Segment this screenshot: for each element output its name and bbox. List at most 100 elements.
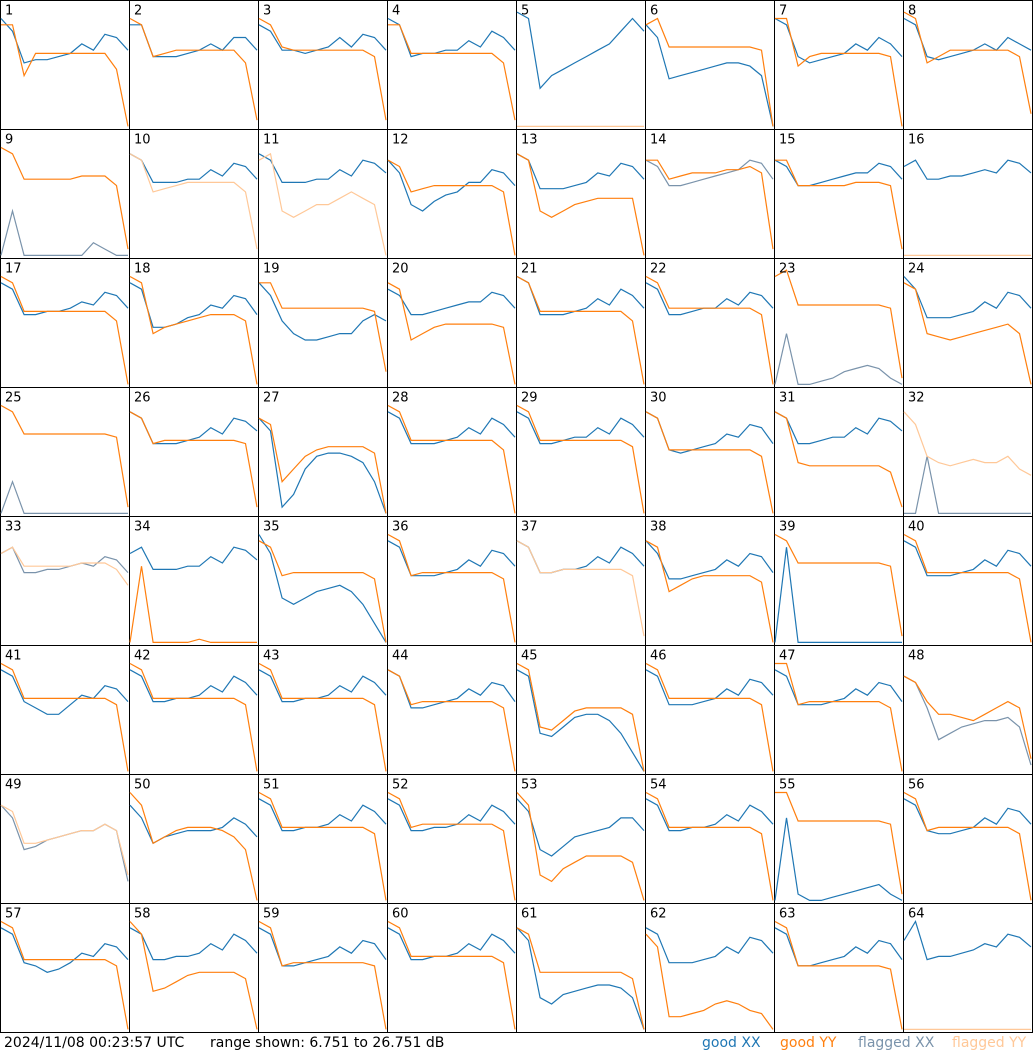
spectrum-line [903, 920, 1032, 961]
panel-label: 42 [134, 649, 151, 664]
panel-label: 36 [392, 520, 409, 535]
spectrum-line [258, 152, 387, 256]
panel-label: 52 [392, 778, 409, 793]
spectrum-line [387, 540, 516, 577]
spectrum-line [903, 533, 1032, 643]
panel-label: 21 [521, 262, 538, 277]
timestamp: 2024/11/08 00:23:57 UTC [4, 1035, 184, 1051]
spectrum-line [646, 159, 774, 250]
panel-label: 41 [5, 649, 22, 664]
spectrum-line [516, 792, 645, 901]
panel-label: 1 [5, 4, 13, 19]
spectrum-line [0, 146, 129, 250]
panel-label: 20 [392, 262, 409, 277]
spectrum-line [775, 791, 903, 895]
spectrum-line [129, 669, 258, 703]
panel-frame [903, 645, 1033, 775]
panel-frame [516, 903, 646, 1033]
panel-label: 3 [263, 4, 271, 19]
spectrum-line [129, 411, 258, 508]
panel-frame [516, 387, 646, 517]
panel-label: 22 [650, 262, 667, 277]
panel-label: 37 [521, 520, 538, 535]
spectrum-line [774, 533, 903, 637]
spectrum-line [258, 798, 387, 832]
panel-label: 16 [908, 133, 925, 148]
panel-label: 59 [263, 907, 280, 922]
spectrum-line [774, 333, 903, 385]
panel-label: 14 [650, 133, 667, 148]
spectrum-line [516, 275, 645, 385]
spectrum-line [903, 540, 1032, 577]
spectrum-line [387, 533, 516, 643]
spectrum-line [387, 669, 516, 772]
spectrum-line [645, 24, 774, 127]
panel-label: 25 [5, 391, 22, 406]
spectrum-line [516, 662, 645, 772]
panel-label: 45 [521, 649, 538, 664]
spectrum-line [0, 546, 129, 574]
panel-frame [387, 774, 517, 904]
panel-label: 58 [134, 907, 151, 922]
panel-label: 12 [392, 133, 409, 148]
panel-label: 17 [5, 262, 22, 277]
panel-label: 49 [5, 778, 22, 793]
panel-label: 4 [392, 4, 400, 19]
legend-entry: good XX [702, 1035, 761, 1051]
legend-entry: flagged YY [952, 1035, 1027, 1051]
panel-label: 38 [650, 520, 667, 535]
spectrum-line [129, 282, 258, 328]
panel-label: 11 [263, 133, 280, 148]
spectrum-line [129, 921, 258, 1030]
panel-label: 50 [134, 778, 151, 793]
panel-frame [645, 645, 775, 775]
panel-label: 57 [5, 907, 22, 922]
panel-frame [0, 258, 130, 388]
panel-frame [903, 387, 1033, 517]
panel-label: 64 [908, 907, 925, 922]
spectrum-line [516, 404, 645, 514]
panel-label: 8 [908, 4, 916, 19]
spectrum-line [129, 546, 258, 571]
spectrum-line [0, 546, 129, 586]
panel-label: 6 [650, 4, 658, 19]
panel-frame [774, 387, 904, 517]
spectrum-line [129, 153, 258, 250]
panel-frame [774, 645, 904, 775]
panel-label: 48 [908, 649, 925, 664]
spectrum-line [387, 159, 516, 256]
spectrum-line [775, 662, 903, 772]
spectrum-line [258, 282, 387, 341]
panel-frame [0, 516, 130, 646]
spectrum-line [516, 275, 645, 316]
panel-frame [258, 645, 388, 775]
spectrum-line [774, 159, 903, 187]
panel-frame [645, 774, 775, 904]
spectrum-line [129, 566, 257, 644]
spectrum-line [775, 159, 903, 250]
panel-frame [258, 903, 388, 1033]
panel-label: 18 [134, 262, 151, 277]
panel-label: 54 [650, 778, 667, 793]
spectrum-line [645, 791, 774, 901]
spectrum-line [516, 153, 645, 190]
panel-label: 39 [779, 520, 796, 535]
spectrum-line [645, 798, 774, 832]
panel-label: 34 [134, 520, 151, 535]
panel-frame [774, 903, 904, 1033]
panel-label: 7 [779, 4, 787, 19]
panel-label: 63 [779, 907, 796, 922]
panel-frame [645, 129, 775, 259]
spectrum-line [645, 17, 774, 127]
spectrum-line [387, 404, 516, 514]
spectrum-line [258, 791, 387, 901]
spectrum-line [516, 11, 645, 90]
spectrum-line [258, 24, 387, 55]
spectrum-line [129, 662, 258, 772]
panel-frame [258, 129, 388, 259]
spectrum-line [645, 927, 774, 964]
spectrum-line [0, 927, 129, 973]
spectrum-line [774, 920, 903, 1030]
panel-label: 47 [779, 649, 796, 664]
panel-label: 46 [650, 649, 667, 664]
